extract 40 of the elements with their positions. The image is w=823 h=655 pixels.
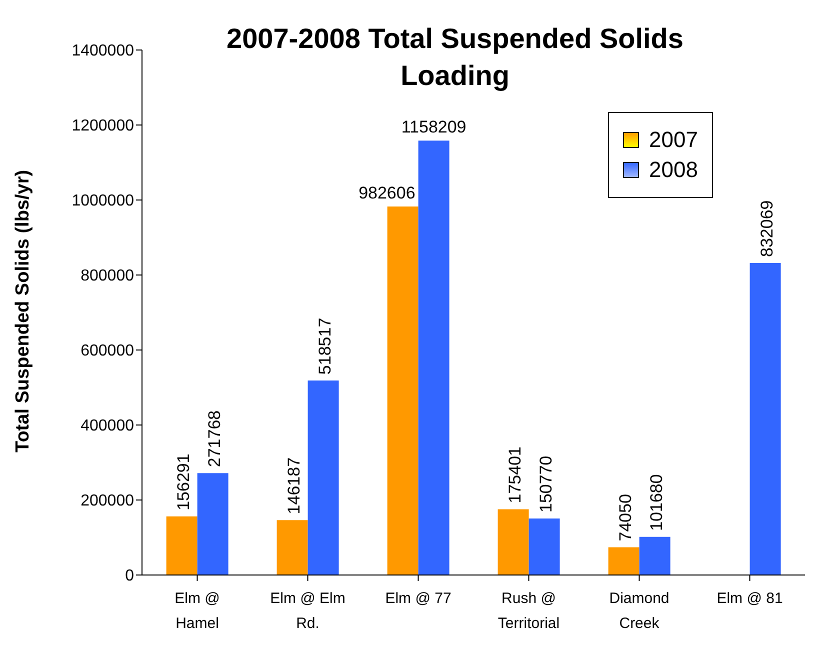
x-tick-label: Elm @ Elm Rd. — [270, 590, 346, 632]
data-label: 518517 — [315, 318, 334, 375]
y-tick-label: 1000000 — [72, 192, 134, 210]
y-tick-label: 200000 — [80, 492, 134, 510]
data-label: 1158209 — [401, 118, 466, 137]
data-label: 156291 — [174, 454, 193, 510]
y-tick-label: 800000 — [80, 268, 134, 285]
x-tick-label: Elm @ Hamel — [174, 590, 220, 632]
data-label: 982606 — [358, 184, 416, 203]
data-label: 146187 — [284, 457, 304, 514]
bar — [418, 140, 450, 575]
y-tick-label: 1200000 — [72, 118, 134, 135]
bar — [750, 262, 781, 575]
x-tick-label: Diamond Creek — [609, 590, 670, 632]
y-tick-label: 600000 — [80, 342, 134, 360]
data-label: 101680 — [646, 474, 666, 531]
x-tick-label: Rush @ Territorial — [498, 590, 560, 632]
bar — [498, 509, 529, 575]
y-tick-label: 400000 — [80, 418, 134, 435]
bar — [197, 473, 228, 575]
x-tick-label: Elm @ 77 — [385, 590, 452, 607]
x-tick-label: Elm @ 81 — [716, 590, 783, 607]
chart-title: 2007-2008 Total Suspended Solids Loading — [226, 23, 684, 91]
data-label: 832069 — [757, 200, 776, 257]
y-axis-title: Total Suspended Solids (lbs/yr) — [12, 170, 34, 452]
bar — [608, 547, 640, 575]
legend-label: 2008 — [649, 157, 698, 183]
data-label: 175401 — [505, 446, 524, 504]
y-tick-label: 0 — [125, 568, 134, 585]
data-label: 150770 — [536, 456, 556, 512]
bar — [166, 516, 198, 575]
data-label: 74050 — [616, 494, 635, 542]
data-label: 271768 — [204, 410, 224, 468]
legend-label: 2007 — [649, 127, 698, 153]
bar — [528, 518, 560, 575]
y-tick-label: 1400000 — [72, 42, 134, 60]
bar — [308, 380, 339, 575]
bar — [276, 520, 308, 575]
bar — [387, 206, 418, 575]
bar — [639, 536, 670, 575]
